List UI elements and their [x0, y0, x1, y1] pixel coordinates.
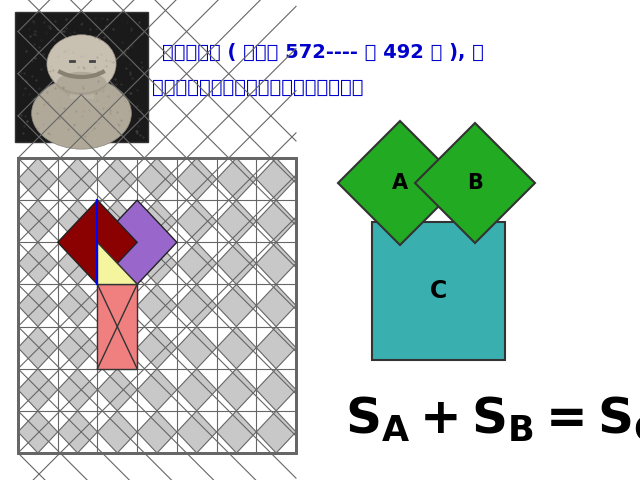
Polygon shape — [58, 200, 97, 242]
Polygon shape — [137, 326, 177, 369]
Polygon shape — [58, 285, 97, 326]
Ellipse shape — [31, 78, 131, 149]
Polygon shape — [58, 326, 97, 369]
Polygon shape — [18, 158, 58, 200]
Polygon shape — [216, 285, 256, 326]
Polygon shape — [58, 369, 97, 411]
Polygon shape — [58, 200, 137, 285]
Polygon shape — [177, 411, 216, 453]
Ellipse shape — [47, 35, 116, 93]
Polygon shape — [137, 285, 177, 326]
Polygon shape — [256, 411, 296, 453]
Polygon shape — [256, 285, 296, 326]
Polygon shape — [18, 411, 58, 453]
Polygon shape — [58, 158, 97, 200]
Polygon shape — [137, 411, 177, 453]
Text: C: C — [430, 279, 447, 303]
Bar — [18, 158, 296, 453]
Text: B: B — [467, 173, 483, 193]
Polygon shape — [177, 158, 216, 200]
Polygon shape — [216, 200, 256, 242]
Polygon shape — [216, 242, 256, 285]
Bar — [15, 12, 148, 142]
Polygon shape — [137, 200, 177, 242]
Polygon shape — [58, 242, 97, 285]
Polygon shape — [18, 326, 58, 369]
Polygon shape — [216, 411, 256, 453]
Polygon shape — [256, 200, 296, 242]
Polygon shape — [97, 369, 137, 411]
Polygon shape — [137, 369, 177, 411]
Text: A: A — [392, 173, 408, 193]
Ellipse shape — [56, 72, 107, 95]
Polygon shape — [256, 242, 296, 285]
Text: 毕达哥拉斯 ( 公元前 572---- 前 492 年 ), 古: 毕达哥拉斯 ( 公元前 572---- 前 492 年 ), 古 — [162, 43, 484, 62]
Polygon shape — [97, 242, 137, 285]
Polygon shape — [216, 158, 256, 200]
Polygon shape — [256, 326, 296, 369]
Polygon shape — [18, 369, 58, 411]
Polygon shape — [97, 158, 137, 200]
Bar — [18, 158, 296, 453]
Text: $\mathbf{S_A+S_B=S_C}$: $\mathbf{S_A+S_B=S_C}$ — [345, 395, 640, 444]
Polygon shape — [97, 411, 137, 453]
Polygon shape — [216, 326, 256, 369]
Polygon shape — [256, 158, 296, 200]
Polygon shape — [58, 411, 97, 453]
Bar — [372, 222, 505, 360]
Polygon shape — [177, 369, 216, 411]
Polygon shape — [177, 285, 216, 326]
Bar — [70, 80, 93, 99]
Polygon shape — [256, 369, 296, 411]
Polygon shape — [177, 242, 216, 285]
Polygon shape — [137, 242, 177, 285]
Polygon shape — [18, 200, 58, 242]
Polygon shape — [97, 326, 137, 369]
Polygon shape — [97, 285, 137, 326]
Polygon shape — [137, 158, 177, 200]
Polygon shape — [338, 121, 462, 245]
Text: 希腊著名的哲学家、数学家、天文学家。: 希腊著名的哲学家、数学家、天文学家。 — [152, 78, 364, 97]
Polygon shape — [216, 369, 256, 411]
Polygon shape — [18, 242, 58, 285]
Polygon shape — [177, 200, 216, 242]
Polygon shape — [18, 285, 58, 326]
Polygon shape — [415, 123, 535, 243]
Polygon shape — [97, 200, 137, 242]
Polygon shape — [97, 242, 137, 285]
Polygon shape — [97, 200, 177, 285]
Bar — [97, 285, 137, 369]
Polygon shape — [177, 326, 216, 369]
